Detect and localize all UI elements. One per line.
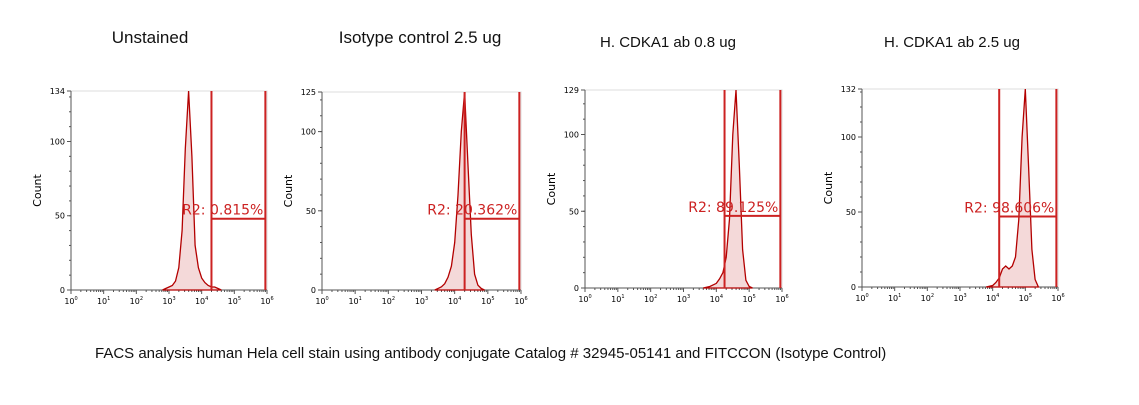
y-axis-label: Count <box>545 172 558 205</box>
x-tick-label: 104 <box>195 296 208 306</box>
x-tick-label: 100 <box>578 294 591 304</box>
x-tick-label: 105 <box>742 294 755 304</box>
gate-label: R2: 98.606% <box>964 201 1054 217</box>
x-tick-label: 102 <box>644 294 657 304</box>
histogram-panel-2: 0 50 100 125 Count 100 101 102 103 104 105 106 R2: 2… <box>282 88 528 306</box>
plot-area <box>321 91 522 291</box>
histogram-panel-1: 0 50 100 134 Count 100 101 102 103 104 105 106 R2: 0… <box>31 87 274 306</box>
x-tick-label: 106 <box>775 294 788 304</box>
histogram-trace <box>434 91 485 291</box>
histogram-panel-3: 0 50 100 129 Count 100 101 102 103 104 105 106 R2: 8… <box>545 86 789 304</box>
x-tick-label: 102 <box>382 296 395 306</box>
x-tick-label: 100 <box>855 293 868 303</box>
histogram-trace <box>985 88 1040 288</box>
y-tick-label: 125 <box>301 88 316 97</box>
y-tick-label: 50 <box>55 212 65 221</box>
x-tick-label: 103 <box>677 294 690 304</box>
x-tick-label: 106 <box>514 296 527 306</box>
x-tick-label: 102 <box>130 296 143 306</box>
panel-title-cdka1-0-8: H. CDKA1 ab 0.8 ug <box>600 34 736 51</box>
x-tick-label: 106 <box>1051 293 1064 303</box>
y-tick-label: 0 <box>60 286 65 295</box>
y-tick-label: 50 <box>846 208 856 217</box>
x-tick-label: 100 <box>315 296 328 306</box>
x-tick-label: 104 <box>448 296 461 306</box>
histogram-trace <box>162 90 222 291</box>
y-tick-label: 0 <box>574 284 579 293</box>
x-tick-label: 103 <box>953 293 966 303</box>
x-tick-label: 105 <box>1019 293 1032 303</box>
y-axis-label: Count <box>822 171 835 204</box>
figure-caption: FACS analysis human Hela cell stain usin… <box>95 345 887 362</box>
x-tick-label: 101 <box>97 296 110 306</box>
gate-label: R2: 20.362% <box>427 203 517 219</box>
panel-title-cdka1-2-5: H. CDKA1 ab 2.5 ug <box>884 34 1020 51</box>
y-tick-label: 129 <box>564 86 579 95</box>
x-tick-label: 105 <box>228 296 241 306</box>
y-axis-label: Count <box>31 173 44 206</box>
x-tick-label: 105 <box>481 296 494 306</box>
histogram-panel-4: 0 50 100 132 Count 100 101 102 103 104 105 106 R2: 9… <box>822 85 1065 303</box>
y-tick-label: 50 <box>569 207 579 216</box>
y-tick-label: 100 <box>564 131 579 140</box>
y-tick-label: 134 <box>50 87 65 96</box>
y-tick-label: 132 <box>841 85 856 94</box>
plot-area <box>70 90 268 291</box>
gate-label: R2: 89.125% <box>688 200 778 216</box>
x-tick-label: 104 <box>710 294 723 304</box>
y-tick-label: 50 <box>306 207 316 216</box>
x-tick-label: 100 <box>64 296 77 306</box>
y-tick-label: 100 <box>301 128 316 137</box>
x-tick-label: 104 <box>986 293 999 303</box>
y-tick-label: 100 <box>841 133 856 142</box>
y-axis-label: Count <box>282 174 295 207</box>
x-tick-label: 103 <box>162 296 175 306</box>
y-tick-label: 100 <box>50 137 65 146</box>
plot-area <box>584 89 783 289</box>
y-tick-label: 0 <box>311 286 316 295</box>
x-tick-label: 106 <box>260 296 273 306</box>
y-tick-label: 0 <box>851 283 856 292</box>
histogram-trace <box>703 89 753 289</box>
x-tick-label: 103 <box>415 296 428 306</box>
panel-title-isotype: Isotype control 2.5 ug <box>338 28 502 47</box>
x-tick-label: 101 <box>888 293 901 303</box>
x-tick-label: 101 <box>348 296 361 306</box>
panel-title-unstained: Unstained <box>111 28 189 47</box>
x-tick-label: 102 <box>921 293 934 303</box>
gate-label: R2: 0.815% <box>182 203 263 219</box>
x-tick-label: 101 <box>611 294 624 304</box>
